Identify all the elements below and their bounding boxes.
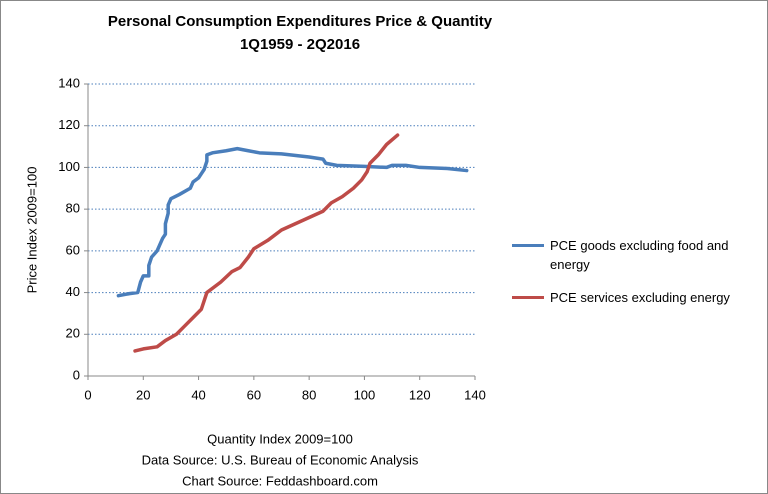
y-axis-label: Price Index 2009=100 — [24, 167, 39, 294]
source-note: Chart Source: Feddashboard.com — [182, 473, 378, 488]
legend: PCE goods excluding food and energy PCE s… — [512, 236, 752, 321]
legend-label: PCE goods excluding food and energy — [550, 238, 729, 272]
chart-title: Personal Consumption Expenditures Price … — [108, 13, 493, 30]
chart-subtitle: 1Q1959 - 2Q2016 — [240, 36, 360, 53]
x-axis-label: Quantity Index 2009=100 — [207, 431, 353, 446]
x-tick-label: 140 — [464, 387, 486, 402]
x-tick-label: 0 — [84, 387, 91, 402]
y-tick-label: 40 — [66, 284, 80, 299]
y-tick-label: 0 — [73, 367, 80, 382]
y-tick-label: 20 — [66, 326, 80, 341]
series-line — [116, 146, 469, 298]
x-tick-label: 40 — [191, 387, 205, 402]
legend-entry: PCE services excluding energy — [512, 288, 752, 307]
y-tick-label: 80 — [66, 201, 80, 216]
x-tick-label: 120 — [409, 387, 431, 402]
legend-swatch — [512, 296, 544, 299]
x-tick-label: 60 — [247, 387, 261, 402]
x-tick-label: 20 — [136, 387, 150, 402]
y-tick-label: 60 — [66, 242, 80, 257]
x-tick-label: 100 — [354, 387, 376, 402]
y-tick-label: 140 — [58, 75, 80, 90]
y-tick-label: 120 — [58, 117, 80, 132]
series-line — [133, 133, 400, 353]
y-tick-label: 100 — [58, 159, 80, 174]
legend-label: PCE services excluding energy — [550, 290, 730, 305]
x-tick-label: 80 — [302, 387, 316, 402]
legend-swatch — [512, 244, 544, 247]
source-note: Data Source: U.S. Bureau of Economic Ana… — [142, 452, 419, 467]
legend-entry: PCE goods excluding food and energy — [512, 236, 752, 274]
